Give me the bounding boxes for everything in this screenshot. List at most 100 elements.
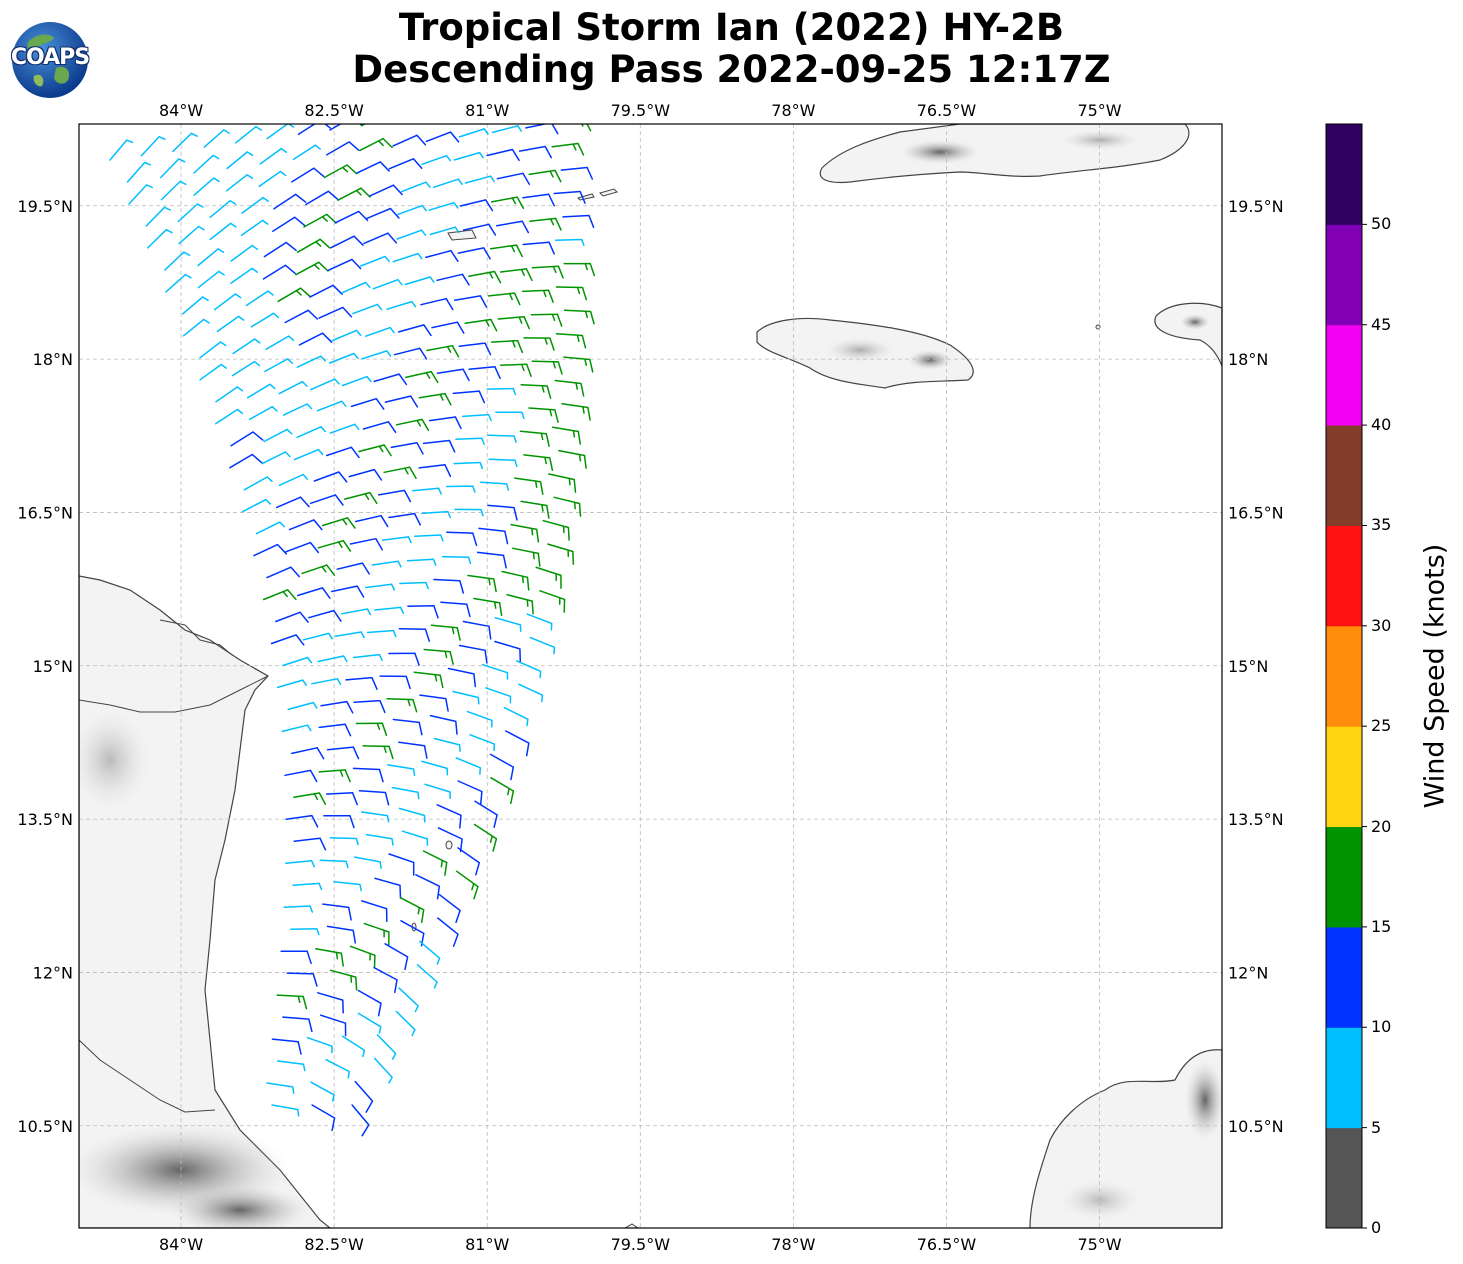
wind-barb-356: [419, 940, 441, 965]
wind-barb-298: [291, 747, 325, 760]
wind-barb-211: [255, 521, 286, 535]
wind-barb-142: [458, 342, 492, 356]
wind-barb-277: [345, 676, 378, 690]
wind-barb-185: [390, 441, 424, 455]
wind-barb-71: [164, 251, 191, 271]
wind-barb-77: [363, 232, 398, 245]
wind-barb-151: [373, 373, 408, 386]
wind-barb-322: [398, 807, 426, 823]
wind-barb-103: [372, 278, 403, 290]
wind-barb-357: [286, 972, 318, 987]
wind-barb-138: [328, 352, 359, 364]
wind-barb-123: [232, 338, 261, 355]
wind-barb-209: [514, 477, 544, 495]
wind-barb-25: [458, 128, 489, 138]
wind-barb-106: [468, 270, 502, 284]
wind-barb-273: [494, 640, 522, 663]
wind-barb-110: [182, 318, 210, 337]
wind-barb-61: [272, 216, 306, 232]
wind-barb-19: [259, 147, 288, 165]
wind-barb-48: [305, 190, 339, 206]
lat-tick-right-1: 18°N: [1228, 350, 1268, 369]
wind-barb-133: [563, 309, 595, 325]
wind-barb-246: [467, 574, 497, 593]
wind-barb-270: [388, 652, 420, 666]
wind-barb-62: [303, 213, 337, 228]
wind-barb-250: [308, 609, 342, 622]
wind-barb-288: [452, 690, 480, 705]
lat-tick-left-4: 13.5°N: [17, 810, 73, 829]
wind-barb-169: [230, 431, 264, 447]
colorbar-label-1: 5: [1371, 1117, 1382, 1137]
lat-tick-right-0: 19.5°N: [1228, 197, 1284, 216]
wind-barb-363: [357, 989, 382, 1017]
wind-barb-234: [371, 560, 402, 568]
wind-barb-251: [341, 608, 372, 616]
wind-barb-1: [140, 135, 166, 157]
lon-tick-bottom-3: 79.5°W: [611, 1235, 671, 1254]
wind-barb-32: [225, 174, 254, 192]
wind-barb-91: [392, 252, 423, 263]
wind-barb-180: [229, 453, 263, 469]
wind-barb-276: [311, 678, 342, 686]
wind-barb-92: [425, 249, 459, 263]
wind-barb-260: [334, 631, 365, 639]
wind-barb-34: [291, 167, 325, 183]
wind-barb-40: [486, 148, 520, 162]
colorbar-label-7: 35: [1371, 515, 1392, 535]
wind-barb-293: [355, 722, 388, 737]
colorbar-segment-3: [1326, 826, 1362, 928]
wind-barb-377: [310, 1081, 335, 1102]
wind-barb-336: [457, 847, 481, 876]
wind-barb-365: [282, 1016, 313, 1033]
wind-barb-141: [426, 344, 460, 358]
lat-tick-left-0: 19.5°N: [17, 197, 73, 216]
wind-barb-279: [413, 671, 444, 689]
wind-barb-371: [341, 1035, 366, 1058]
wind-barb-311: [489, 753, 515, 781]
wind-barb-285: [353, 699, 386, 714]
wind-barb-324: [474, 800, 498, 828]
wind-barb-134: [199, 363, 228, 381]
wind-barb-60: [240, 219, 269, 237]
lat-tick-left-2: 16.5°N: [17, 503, 73, 522]
wind-barb-160: [282, 403, 313, 416]
wind-barb-50: [369, 184, 403, 197]
wind-barb-284: [320, 700, 354, 714]
wind-barb-0: [109, 139, 134, 161]
wind-barb-2: [172, 132, 198, 153]
wind-barb-18: [226, 151, 254, 170]
lat-tick-left-6: 10.5°N: [17, 1117, 73, 1136]
colorbar-segment-4: [1326, 726, 1362, 828]
wind-barb-184: [358, 444, 392, 457]
wind-barb-245: [433, 578, 465, 594]
wind-barb-229: [510, 523, 540, 543]
wind-barb-86: [230, 267, 259, 285]
wind-barb-214: [355, 514, 389, 528]
wind-barb-244: [399, 581, 429, 590]
wind-barb-362: [317, 992, 344, 1014]
wind-barb-17: [193, 154, 220, 174]
wind-barb-257: [539, 590, 566, 613]
lon-tick-top-2: 81°W: [465, 101, 509, 120]
wind-barb-338: [333, 880, 363, 892]
wind-barb-41: [518, 145, 553, 159]
lon-tick-top-5: 76.5°W: [917, 101, 977, 120]
wind-barb-314: [358, 790, 390, 806]
wind-barb-179: [561, 403, 591, 421]
wind-barb-44: [177, 203, 204, 223]
wind-barb-262: [398, 628, 431, 642]
wind-barb-146: [215, 386, 244, 403]
wind-barb-203: [309, 494, 344, 506]
colorbar-label-9: 45: [1371, 314, 1392, 334]
wind-barb-31: [193, 177, 220, 196]
wind-barb-156: [531, 360, 563, 375]
wind-barb-228: [478, 527, 509, 545]
wind-barb-59: [209, 222, 237, 241]
wind-barb-118: [454, 295, 488, 308]
wind-barb-230: [542, 519, 570, 541]
wind-barb-37: [388, 158, 423, 170]
wind-barb-43: [145, 206, 171, 227]
wind-barb-346: [438, 893, 461, 924]
wind-barb-204: [343, 491, 378, 505]
